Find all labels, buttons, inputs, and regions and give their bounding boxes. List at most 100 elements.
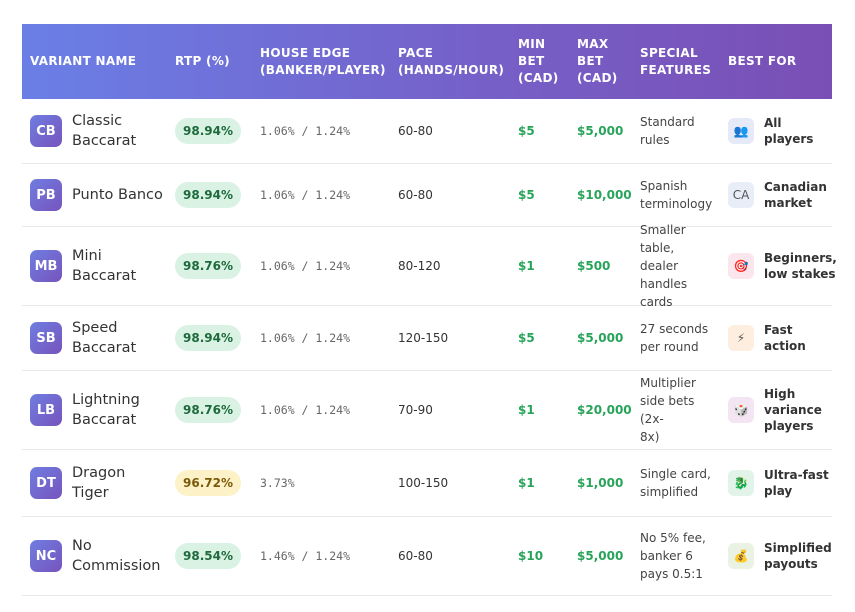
house-edge-value: 1.46% / 1.24%	[260, 549, 351, 563]
table-row: CB Classic Baccarat 98.94% 1.06% / 1.24% 60-8…	[22, 99, 832, 164]
text-line: Single card,	[640, 467, 711, 481]
text-line: Baccarat	[72, 412, 137, 428]
best-for-label: All players	[764, 115, 832, 147]
house-edge-value: 1.06% / 1.24%	[260, 124, 351, 138]
baccarat-variants-table: VARIANT NAME RTP (%) HOUSE EDGE (BANKER/…	[22, 24, 837, 596]
rtp-cell: 98.94%	[167, 182, 252, 208]
min-bet-value: $1	[518, 403, 535, 417]
table-row: SB Speed Baccarat 98.94% 1.06% / 1.24% 120-15…	[22, 306, 832, 371]
dice-icon: 🎲	[728, 397, 754, 423]
best-for-cell: 🐉 Ultra-fast play	[720, 467, 832, 499]
variant-name-cell: CB Classic Baccarat	[22, 111, 167, 151]
table-row: MB Mini Baccarat 98.76% 1.06% / 1.24% 80-120 $…	[22, 223, 837, 309]
house-edge-value: 3.73%	[260, 476, 295, 490]
best-for-cell: 💰 Simplified payouts	[720, 540, 832, 572]
special-features: Multiplier side bets (2x- 8x)	[632, 374, 720, 446]
text-line: Fast action	[764, 323, 806, 353]
text-line: Tiger	[72, 485, 109, 501]
variant-name-cell: SB Speed Baccarat	[22, 318, 167, 358]
rtp-badge: 98.94%	[175, 182, 241, 208]
min-bet-value: $5	[518, 124, 535, 138]
text-line: Punto Banco	[72, 187, 163, 203]
text-line: variance	[764, 403, 822, 417]
variant-badge: SB	[30, 322, 62, 354]
table-row: DT Dragon Tiger 96.72% 3.73% 100-150 $1 $1,000 S…	[22, 450, 832, 517]
text-line: Dragon	[72, 465, 126, 481]
text-line: Simplified	[764, 541, 832, 555]
special-features: No 5% fee, banker 6 pays 0.5:1	[632, 529, 720, 583]
text-line: payouts	[764, 557, 818, 571]
text-line: Ultra-fast	[764, 468, 829, 482]
variant-badge: PB	[30, 179, 62, 211]
text-line: Multiplier	[640, 376, 696, 390]
table-row: NC No Commission 98.54% 1.46% / 1.24% 60-80 $1…	[22, 517, 832, 596]
text-line: pays 0.5:1	[640, 567, 703, 581]
text-line: 27 seconds	[640, 322, 709, 336]
variant-name-cell: PB Punto Banco	[22, 179, 167, 211]
variant-name-cell: MB Mini Baccarat	[22, 246, 167, 286]
best-for-cell: 👥 All players	[720, 115, 832, 147]
pace-value: 70-90	[398, 403, 433, 417]
max-bet-value: $500	[577, 259, 611, 273]
best-for-cell: ⚡ Fast action	[720, 322, 832, 354]
text-line: Beginners,	[764, 251, 837, 265]
rtp-badge: 96.72%	[175, 470, 241, 496]
special-features: Smaller table, dealer handles cards	[632, 221, 720, 311]
variant-name: Punto Banco	[72, 185, 163, 205]
pace-value: 80-120	[398, 259, 441, 273]
max-bet-value: $20,000	[577, 403, 632, 417]
variant-badge: MB	[30, 250, 62, 282]
special-features: Spanish terminology	[632, 177, 720, 213]
min-bet-value: $1	[518, 476, 535, 490]
table-row: LB Lightning Baccarat 98.76% 1.06% / 1.24% 70…	[22, 371, 832, 450]
min-bet-value: $10	[518, 549, 544, 563]
special-features: Standard rules	[632, 113, 720, 149]
rtp-cell: 98.76%	[167, 253, 252, 279]
text-line: Baccarat	[72, 340, 137, 356]
header-max-bet: MAX BET (CAD)	[577, 37, 618, 85]
header-min-bet: MIN BET (CAD)	[518, 37, 559, 85]
rtp-badge: 98.76%	[175, 397, 241, 423]
money-bag-icon: 💰	[728, 543, 754, 569]
header-house-edge: HOUSE EDGE (BANKER/PLAYER)	[260, 45, 386, 77]
text-line: Baccarat	[72, 268, 137, 284]
variant-name: No Commission	[72, 536, 160, 576]
house-edge-value: 1.06% / 1.24%	[260, 331, 351, 345]
house-edge-value: 1.06% / 1.24%	[260, 403, 351, 417]
best-for-label: Canadian market	[764, 179, 827, 211]
text-line: handles cards	[640, 277, 688, 309]
text-line: Classic	[72, 113, 123, 129]
pace-value: 60-80	[398, 188, 433, 202]
rtp-cell: 98.94%	[167, 325, 252, 351]
text-line: market	[764, 196, 813, 210]
pace-value: 100-150	[398, 476, 449, 490]
best-for-cell: 🎯 Beginners, low stakes	[720, 250, 837, 282]
variant-name: Speed Baccarat	[72, 318, 136, 358]
special-features: 27 seconds per round	[632, 320, 720, 356]
text-line: All players	[764, 116, 814, 146]
text-line: Baccarat	[72, 133, 137, 149]
pace-value: 60-80	[398, 549, 433, 563]
table-header: VARIANT NAME RTP (%) HOUSE EDGE (BANKER/…	[22, 24, 832, 99]
rtp-badge: 98.54%	[175, 543, 241, 569]
text-line: per round	[640, 340, 699, 354]
header-best-for: BEST FOR	[728, 54, 797, 68]
house-edge-value: 1.06% / 1.24%	[260, 188, 351, 202]
canada-flag-icon: CA	[728, 182, 754, 208]
special-features: Single card, simplified	[632, 465, 720, 501]
variant-badge: DT	[30, 467, 62, 499]
table-body: CB Classic Baccarat 98.94% 1.06% / 1.24% 60-8…	[22, 99, 837, 596]
lightning-icon: ⚡	[728, 325, 754, 351]
text-line: Canadian	[764, 180, 827, 194]
min-bet-value: $5	[518, 331, 535, 345]
header-rtp: RTP (%)	[175, 54, 230, 68]
max-bet-value: $5,000	[577, 549, 624, 563]
variant-name: Lightning Baccarat	[72, 390, 140, 430]
best-for-cell: CA Canadian market	[720, 179, 832, 211]
text-line: Commission	[72, 558, 161, 574]
text-line: No 5% fee,	[640, 531, 706, 545]
variant-badge: LB	[30, 394, 62, 426]
pace-value: 60-80	[398, 124, 433, 138]
header-variant-name: VARIANT NAME	[30, 54, 137, 68]
best-for-label: High variance players	[764, 386, 822, 434]
